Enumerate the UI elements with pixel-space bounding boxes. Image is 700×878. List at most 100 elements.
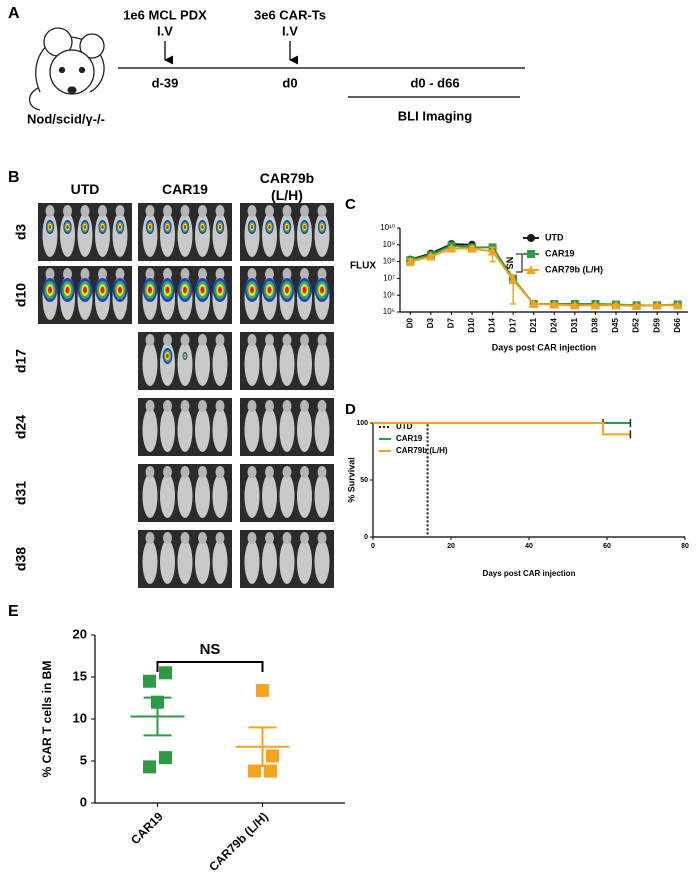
mouse-body <box>279 213 295 257</box>
mouse-head <box>300 205 309 217</box>
signal <box>319 286 325 294</box>
mouse-body <box>279 474 295 518</box>
mouse-head <box>80 268 90 280</box>
mouse-body <box>297 408 312 452</box>
mouse-body <box>262 474 277 518</box>
point <box>528 299 539 308</box>
panel-label: E <box>8 603 19 620</box>
mouse-head <box>145 205 155 217</box>
mouse-body <box>212 408 228 452</box>
mouse-body <box>297 474 312 518</box>
mouse-body <box>262 540 277 584</box>
bli-image <box>240 398 334 456</box>
column-header: CAR19 <box>162 181 208 197</box>
mouse-body <box>314 213 330 257</box>
mouse-body <box>142 342 158 386</box>
mouse-head <box>282 466 292 478</box>
legend-label: CAR79b (L/H) <box>396 446 448 455</box>
point <box>266 749 279 763</box>
mouse-head <box>45 268 55 280</box>
mouse-body <box>244 540 260 584</box>
x-axis-label: Days post CAR injection <box>492 342 597 352</box>
ns-bracket <box>156 661 264 672</box>
point <box>611 300 621 310</box>
signal <box>117 286 123 294</box>
y-tick-label: 15 <box>73 668 87 683</box>
mouse-head <box>163 466 172 478</box>
mouse-head <box>215 268 225 280</box>
y-tick-label: 5 <box>80 752 87 767</box>
column-header: UTD <box>70 181 100 197</box>
mouse-head <box>145 268 155 280</box>
y-tick-label: 10⁶ <box>383 290 395 299</box>
x-tick-label: D52 <box>632 317 641 332</box>
x-tick-label: 20 <box>447 543 455 550</box>
mouse-head <box>98 205 107 217</box>
mouse-head <box>247 268 257 280</box>
signal <box>48 225 52 229</box>
ns-bracket <box>516 253 523 273</box>
mouse-head <box>300 532 309 544</box>
bli-image <box>138 203 232 261</box>
y-tick-label: 50 <box>360 477 368 484</box>
mouse-body <box>60 213 75 257</box>
y-axis-label: FLUX <box>350 261 376 272</box>
mouse-body <box>177 342 193 386</box>
bli-image <box>240 464 334 522</box>
bli-image <box>240 266 334 324</box>
y-tick-label: 10 <box>73 710 87 725</box>
mouse-head <box>215 205 225 217</box>
mouse-body <box>279 342 295 386</box>
mouse-body <box>195 474 210 518</box>
signal <box>218 225 222 229</box>
bli-image <box>38 203 132 261</box>
bli-image <box>138 398 232 456</box>
y-tick-label: 10⁷ <box>383 274 395 283</box>
mouse-head <box>265 268 274 280</box>
signal <box>200 286 205 294</box>
x-axis-label: Days post CAR injection <box>483 569 576 578</box>
mouse-head <box>198 466 207 478</box>
mouse-body <box>177 540 193 584</box>
mouse-head <box>317 400 327 412</box>
point <box>467 243 477 253</box>
signal <box>285 225 289 229</box>
event-label: 1e6 MCL PDX <box>123 7 207 22</box>
series-line <box>410 244 678 307</box>
point <box>527 250 535 258</box>
signal <box>320 225 324 229</box>
row-label: d38 <box>13 547 29 571</box>
mouse-head <box>215 466 225 478</box>
mouse-head <box>98 268 107 280</box>
mouse-head <box>198 268 207 280</box>
point <box>143 760 156 774</box>
mouse-head <box>180 205 190 217</box>
mouse-icon <box>28 27 105 111</box>
mouse-body <box>160 213 175 257</box>
mouse-body <box>112 213 128 257</box>
signal <box>250 225 254 229</box>
mouse-body <box>212 540 228 584</box>
mouse-body <box>142 540 158 584</box>
mouse-body <box>244 474 260 518</box>
mouse-body <box>279 408 295 452</box>
x-tick-label: 0 <box>371 543 375 550</box>
row-label: d17 <box>13 349 29 373</box>
signal <box>147 286 153 294</box>
signal <box>217 286 223 294</box>
mouse-head <box>145 532 155 544</box>
mouse-body <box>314 540 330 584</box>
mouse-body <box>297 213 312 257</box>
mouse-head <box>265 532 274 544</box>
point <box>526 265 536 274</box>
legend-label: CAR19 <box>545 248 575 258</box>
bli-image <box>240 203 334 261</box>
mouse-head <box>282 334 292 346</box>
point <box>527 234 535 242</box>
mouse-body <box>42 213 58 257</box>
annotation: NS <box>505 257 515 270</box>
y-tick-label: 10⁸ <box>383 257 395 266</box>
signal <box>184 354 186 358</box>
mouse-head <box>282 532 292 544</box>
point <box>570 300 580 310</box>
